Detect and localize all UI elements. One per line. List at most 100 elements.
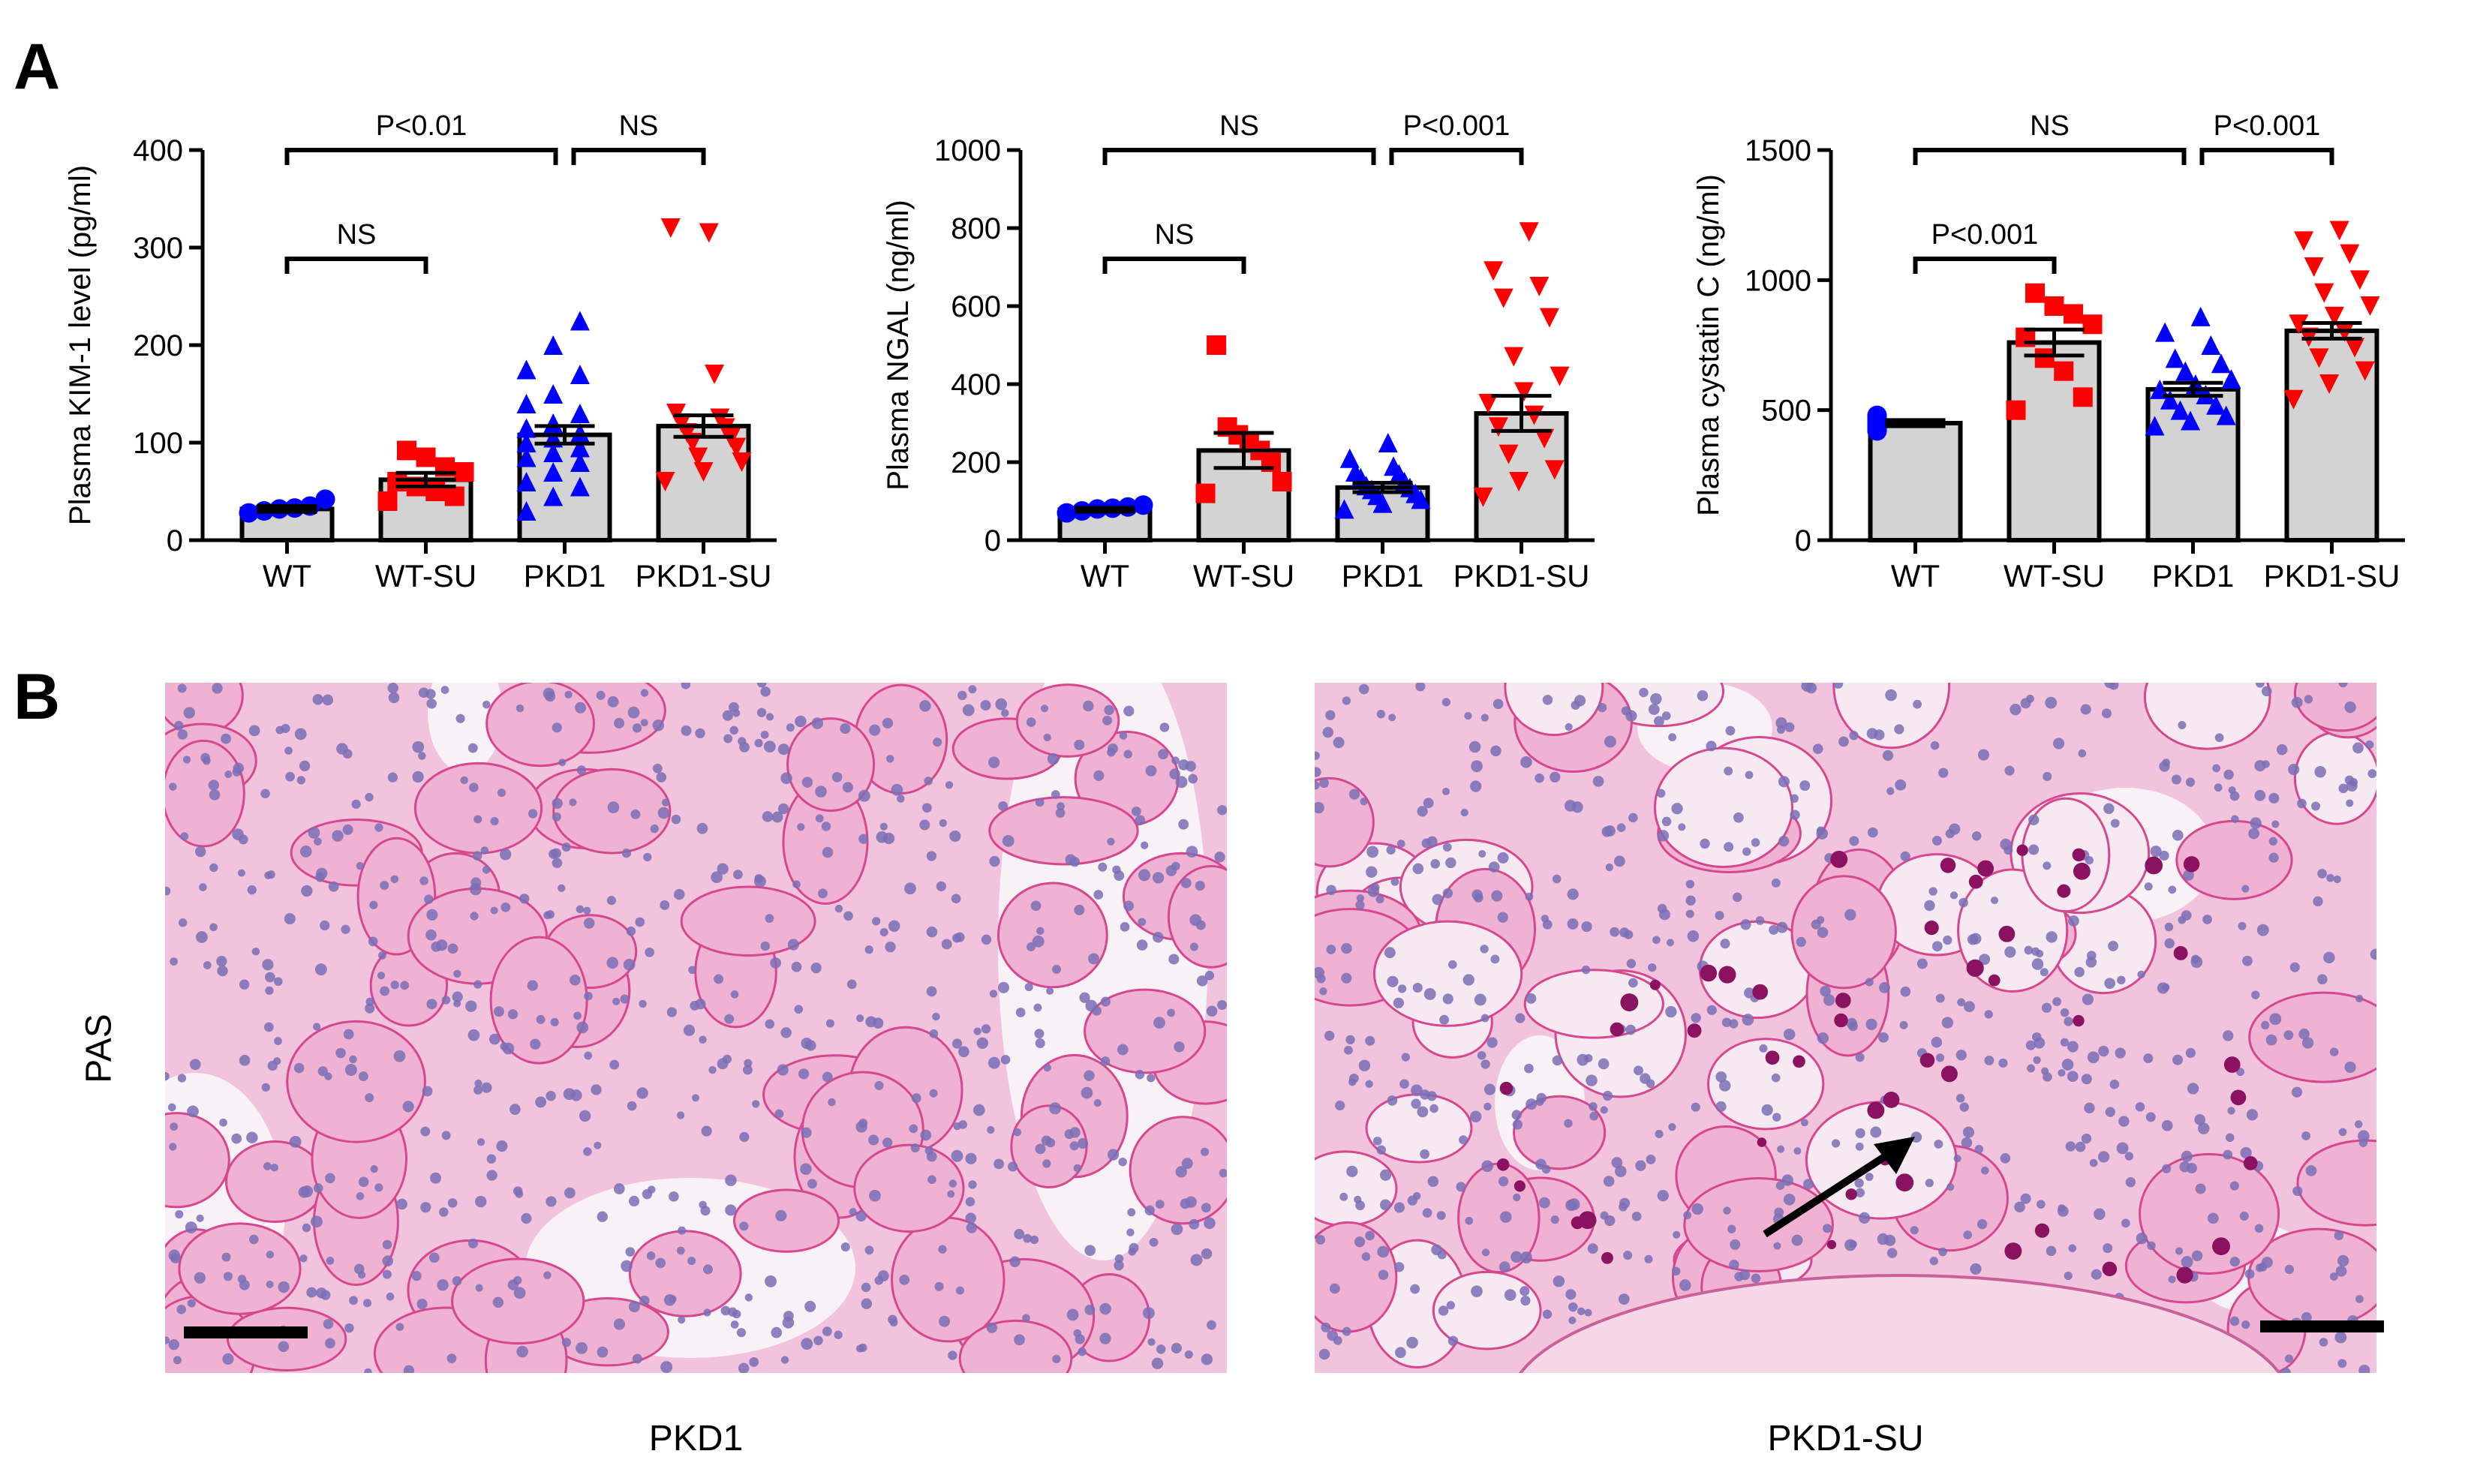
nucleus bbox=[270, 1163, 278, 1172]
nucleus bbox=[2284, 1354, 2294, 1363]
nucleus bbox=[2068, 1244, 2077, 1253]
nucleus bbox=[1397, 984, 1407, 993]
nucleus bbox=[696, 822, 708, 834]
nucleus bbox=[1685, 909, 1694, 918]
nucleus bbox=[1104, 704, 1114, 716]
nucleus bbox=[639, 1295, 650, 1306]
inclusion bbox=[1718, 966, 1736, 984]
nucleus bbox=[1342, 696, 1351, 705]
nucleus bbox=[1083, 700, 1094, 712]
nucleus bbox=[1002, 834, 1015, 847]
nucleus bbox=[1387, 975, 1399, 987]
nucleus bbox=[1158, 749, 1169, 760]
y-axis-label: Plasma cystatin C (ng/ml) bbox=[1692, 174, 1725, 516]
nucleus bbox=[2314, 766, 2326, 778]
inclusion bbox=[2072, 848, 2085, 862]
nucleus bbox=[1322, 726, 1334, 738]
nucleus bbox=[2301, 1131, 2310, 1140]
nucleus bbox=[552, 858, 563, 869]
nucleus bbox=[1661, 816, 1672, 827]
nucleus bbox=[2280, 1367, 2291, 1373]
nucleus bbox=[2212, 764, 2221, 773]
nucleus bbox=[2208, 1212, 2219, 1224]
inclusion bbox=[2223, 1056, 2241, 1073]
nucleus bbox=[2159, 850, 2169, 861]
nucleus bbox=[1685, 895, 1696, 906]
nucleus bbox=[2105, 1107, 2115, 1117]
nucleus bbox=[1655, 1129, 1664, 1139]
tubule bbox=[226, 1306, 347, 1371]
nucleus bbox=[353, 1263, 365, 1275]
inclusion bbox=[1966, 959, 1984, 977]
nucleus bbox=[390, 875, 399, 884]
nucleus bbox=[1970, 1263, 1982, 1275]
nucleus bbox=[1793, 1147, 1802, 1155]
nucleus bbox=[1100, 996, 1111, 1007]
nucleus bbox=[1093, 1099, 1102, 1107]
nucleus bbox=[170, 957, 178, 966]
nucleus bbox=[1447, 1335, 1459, 1347]
nucleus bbox=[1648, 704, 1660, 715]
nucleus bbox=[1341, 942, 1352, 954]
inclusion bbox=[2016, 844, 2028, 856]
nucleus bbox=[1468, 740, 1481, 753]
nucleus bbox=[570, 975, 581, 986]
data-point bbox=[732, 452, 752, 472]
nucleus bbox=[1459, 1135, 1468, 1145]
nucleus bbox=[317, 1066, 328, 1077]
nucleus bbox=[855, 1344, 864, 1353]
nucleus bbox=[1186, 846, 1198, 858]
nucleus bbox=[777, 803, 789, 815]
nucleus bbox=[2191, 954, 2200, 964]
nucleus bbox=[1079, 992, 1090, 1003]
nucleus bbox=[2239, 1211, 2249, 1221]
nucleus bbox=[1136, 939, 1148, 951]
nucleus bbox=[209, 923, 218, 932]
nucleus bbox=[2305, 1165, 2317, 1176]
nucleus bbox=[1345, 1035, 1355, 1045]
nucleus bbox=[661, 798, 670, 807]
nucleus bbox=[180, 832, 189, 841]
nucleus bbox=[452, 991, 463, 1002]
nucleus bbox=[365, 1003, 375, 1014]
nucleus bbox=[2116, 1142, 2129, 1155]
nucleus bbox=[879, 928, 888, 937]
nucleus bbox=[1387, 1095, 1398, 1106]
data-point bbox=[1384, 456, 1404, 476]
nucleus bbox=[1894, 724, 1904, 734]
nucleus bbox=[365, 792, 374, 802]
data-point bbox=[666, 404, 687, 423]
nucleus bbox=[1504, 1289, 1517, 1301]
nucleus bbox=[1084, 1245, 1096, 1256]
inclusion bbox=[1988, 974, 2001, 987]
nucleus bbox=[187, 1105, 199, 1118]
nucleus bbox=[1513, 1193, 1521, 1202]
nucleus bbox=[1957, 998, 1966, 1007]
nucleus bbox=[775, 1209, 787, 1221]
nucleus bbox=[2297, 798, 2307, 809]
nucleus bbox=[1481, 1014, 1490, 1023]
significance-bracket bbox=[284, 148, 558, 165]
nucleus bbox=[2074, 966, 2085, 978]
nucleus bbox=[1774, 1207, 1784, 1218]
nucleus bbox=[1384, 947, 1396, 959]
nucleus bbox=[2223, 769, 2234, 780]
nucleus bbox=[481, 1082, 492, 1093]
nucleus bbox=[1727, 1224, 1736, 1233]
nucleus bbox=[972, 1104, 985, 1116]
nucleus bbox=[821, 822, 831, 831]
nucleus bbox=[2337, 1359, 2347, 1368]
nucleus bbox=[1427, 1176, 1439, 1188]
nucleus bbox=[2031, 947, 2040, 956]
nucleus bbox=[2033, 1056, 2041, 1065]
nucleus bbox=[231, 1133, 242, 1144]
y-tick-label: 0 bbox=[984, 524, 1001, 557]
nucleus bbox=[1715, 1101, 1727, 1113]
nucleus bbox=[507, 1009, 519, 1020]
nucleus bbox=[430, 1172, 441, 1184]
nucleus bbox=[660, 900, 670, 910]
nucleus bbox=[1009, 1256, 1021, 1268]
nucleus bbox=[358, 1176, 369, 1188]
nucleus bbox=[1700, 838, 1710, 849]
tubule bbox=[1372, 920, 1523, 1027]
